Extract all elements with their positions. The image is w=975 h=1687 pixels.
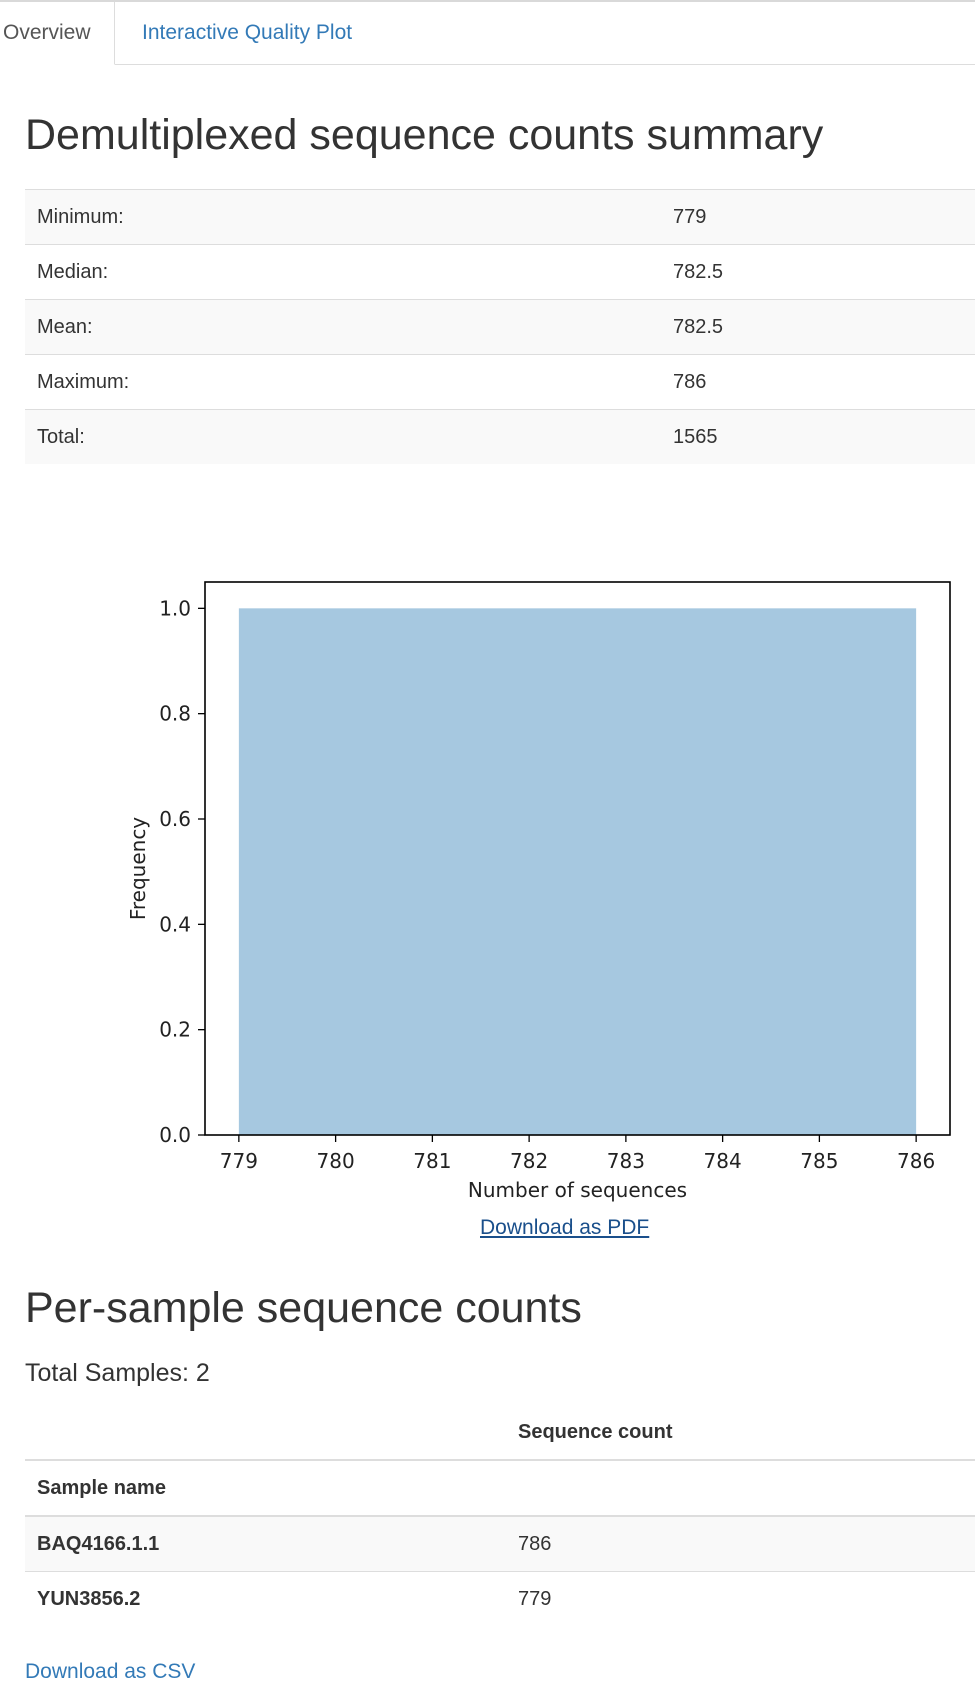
summary-label: Total: [25, 409, 673, 464]
plot-frame [204, 581, 951, 1136]
blank-header-cell [518, 1460, 975, 1517]
sample-count: 786 [518, 1515, 975, 1572]
x-tick-label: 782 [510, 1149, 548, 1173]
table-row: YUN3856.2 779 [25, 1571, 975, 1626]
summary-value: 786 [673, 354, 975, 410]
y-tick-label: 0.0 [159, 1123, 191, 1147]
summary-title: Demultiplexed sequence counts summary [25, 111, 824, 159]
x-tick-label: 783 [607, 1149, 645, 1173]
tab-overview[interactable]: Overview [0, 2, 115, 65]
per-sample-table: Sequence count Sample name BAQ4166.1.1 7… [25, 1405, 975, 1626]
x-tick-label: 785 [800, 1149, 838, 1173]
total-samples: Total Samples: 2 [25, 1359, 210, 1387]
y-axis-label: Frequency [126, 817, 150, 920]
tab-bar: Overview Interactive Quality Plot [0, 0, 975, 65]
download-pdf-link[interactable]: Download as PDF [480, 1216, 650, 1239]
table-row: BAQ4166.1.1 786 [25, 1515, 975, 1572]
sample-name-header: Sample name [25, 1460, 518, 1517]
summary-value: 782.5 [673, 299, 975, 355]
download-csv-link[interactable]: Download as CSV [25, 1660, 196, 1683]
index-header-row: Sample name [25, 1460, 975, 1517]
sample-count: 779 [518, 1571, 975, 1626]
summary-row-total: Total: 1565 [25, 409, 975, 464]
tab-interactive-quality-plot[interactable]: Interactive Quality Plot [142, 21, 353, 44]
x-tick-label: 779 [220, 1149, 258, 1173]
sample-name: BAQ4166.1.1 [25, 1515, 518, 1572]
x-tick-label: 780 [317, 1149, 355, 1173]
histogram-bar [238, 608, 917, 1135]
summary-row-maximum: Maximum: 786 [25, 354, 975, 410]
summary-row-mean: Mean: 782.5 [25, 299, 975, 355]
y-tick-label: 0.8 [159, 702, 191, 726]
summary-row-minimum: Minimum: 779 [25, 189, 975, 245]
x-tick-label: 786 [897, 1149, 935, 1173]
summary-value: 782.5 [673, 244, 975, 300]
summary-value: 1565 [673, 409, 975, 464]
summary-label: Minimum: [25, 189, 673, 245]
y-tick-label: 0.4 [159, 912, 191, 936]
y-tick-label: 0.2 [159, 1018, 191, 1042]
per-sample-title: Per-sample sequence counts [25, 1284, 582, 1332]
top-border [0, 0, 975, 2]
blank-header-cell [25, 1405, 518, 1461]
y-tick-label: 0.6 [159, 807, 191, 831]
sequence-count-header: Sequence count [518, 1405, 975, 1461]
y-tick-label: 1.0 [159, 596, 191, 620]
sample-name: YUN3856.2 [25, 1571, 518, 1626]
summary-row-median: Median: 782.5 [25, 244, 975, 300]
summary-label: Maximum: [25, 354, 673, 410]
x-axis-label: Number of sequences [468, 1178, 687, 1202]
column-header-row: Sequence count [25, 1405, 975, 1461]
x-tick-label: 784 [704, 1149, 742, 1173]
x-tick-label: 781 [413, 1149, 451, 1173]
histogram-chart: 779 780 781 782 783 784 785 786 0.0 0.2 0.4 0.6 0.8 1… [126, 581, 951, 1202]
summary-table: Minimum: 779 Median: 782.5 Mean: 782.5 M… [25, 189, 975, 464]
summary-label: Mean: [25, 299, 673, 355]
summary-label: Median: [25, 244, 673, 300]
summary-value: 779 [673, 189, 975, 245]
